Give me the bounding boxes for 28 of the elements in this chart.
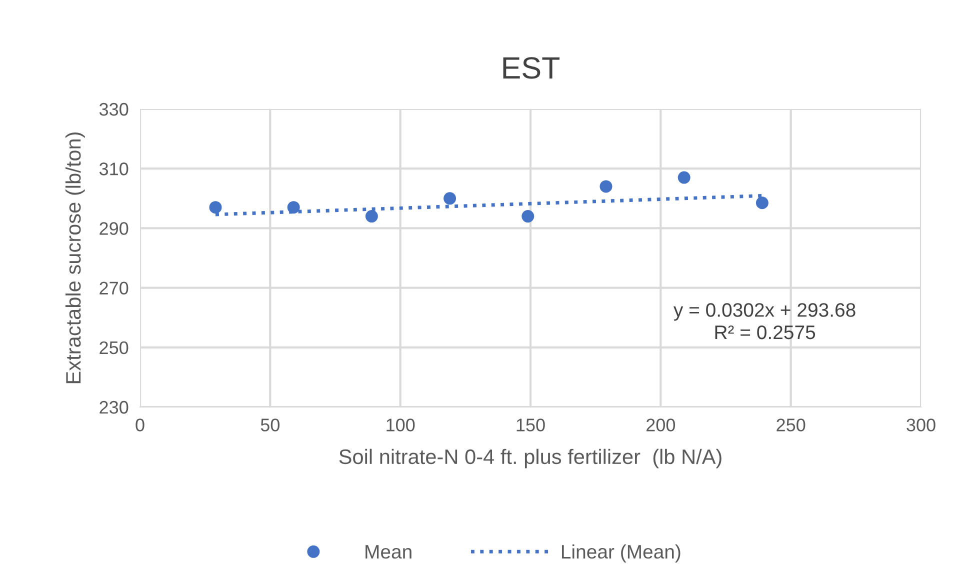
x-axis-title: Soil nitrate-N 0-4 ft. plus fertilizer (lb N/A)	[339, 448, 722, 468]
annotation: y = 0.0302x + 293.68	[674, 303, 856, 321]
point	[444, 192, 456, 205]
x-tick-label: 250	[776, 418, 806, 432]
chart-title: EST	[503, 57, 560, 79]
y-tick-label: 230	[100, 400, 128, 414]
y-tick-label: 270	[100, 282, 128, 295]
y-tick-label: 290	[100, 222, 128, 235]
point	[209, 201, 222, 214]
x-tick-label: 300	[906, 418, 936, 432]
y-tick-label: 310	[99, 162, 128, 176]
legend-label: Mean	[366, 545, 412, 559]
y-tick-label: 330	[99, 102, 128, 116]
x-tick-label: 150	[516, 418, 545, 432]
point	[756, 196, 768, 210]
point	[522, 210, 534, 223]
point	[287, 201, 300, 214]
y-tick-label: 250	[100, 341, 128, 354]
x-tick-label: 200	[646, 418, 676, 432]
legend-label: Linear (Mean)	[562, 544, 680, 562]
x-tick-label: 0	[136, 418, 144, 432]
annotation: R² = 0.2575	[715, 325, 816, 340]
y-axis-title: Extractable sucrose (lb/ton)	[65, 132, 85, 384]
x-tick-label: 50	[260, 418, 280, 432]
point	[678, 171, 690, 184]
x-tick-label: 100	[386, 418, 415, 432]
point	[365, 210, 378, 223]
point	[600, 180, 612, 193]
